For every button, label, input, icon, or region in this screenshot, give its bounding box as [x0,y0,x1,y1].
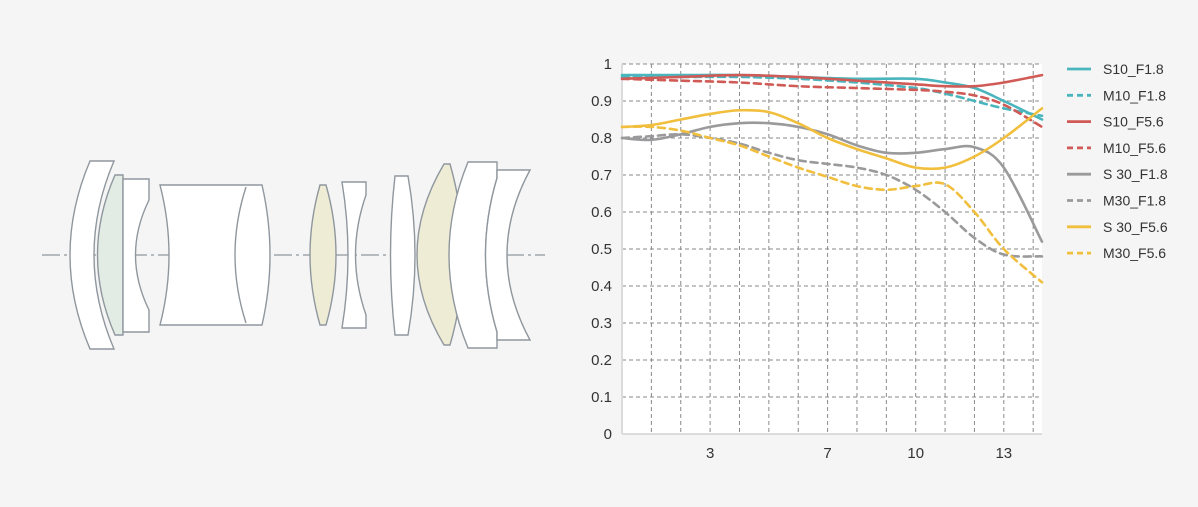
legend-label: M10_F5.6 [1103,140,1166,156]
y-tick-label: 0.6 [591,204,612,221]
lens-element-5 [309,184,337,326]
y-tick-label: 0.1 [591,389,612,406]
legend-label: M10_F1.8 [1103,87,1166,103]
x-tick-label: 3 [706,445,714,462]
legend-label: S 30_F5.6 [1103,219,1168,235]
y-tick-label: 1 [604,56,612,73]
y-tick-label: 0.9 [591,93,612,110]
x-tick-label: 10 [907,445,924,462]
chart-grid [622,63,1042,434]
x-tick-label: 7 [823,445,831,462]
x-tick-label: 13 [995,445,1012,462]
lens-element-7 [389,175,416,336]
y-tick-label: 0.8 [591,130,612,147]
legend-label: M30_F5.6 [1103,245,1166,261]
y-tick-label: 0.2 [591,352,612,369]
lens-element-3 [122,178,150,333]
legend-label: S10_F5.6 [1103,114,1164,130]
y-tick-label: 0.3 [591,315,612,332]
lens-element-1 [69,160,116,350]
chart-axes: 00.10.20.30.40.50.60.70.80.913 7 10 13 [591,56,1042,462]
y-tick-label: 0.4 [591,278,612,295]
lens-element-4-inner-curve [234,186,247,324]
series-line-m10-f5-6 [620,77,1044,129]
lens-element-10 [484,169,532,341]
series-line-m30-f5-6 [620,125,1044,284]
chart-legend: S10_F1.8 M10_F1.8 S10_F5.6 M10_F5.6 S 30_F1.… [1067,61,1168,261]
legend-label: S 30_F1.8 [1103,166,1168,182]
series-line-s-30-f5-6 [620,107,1044,171]
legend-label: M30_F1.8 [1103,193,1166,209]
lens-element-2 [96,174,124,336]
series-line-s10-f5-6 [620,73,1044,88]
y-tick-label: 0 [604,426,612,443]
legend-label: S10_F1.8 [1103,61,1164,77]
lens-element-6 [341,181,367,329]
series-line-s-30-f1-8 [620,121,1044,243]
chart-series [620,73,1044,284]
y-tick-label: 0.5 [591,241,612,258]
series-line-m30-f1-8 [620,132,1044,258]
y-tick-label: 0.7 [591,167,612,184]
lens-element-4 [159,184,271,326]
